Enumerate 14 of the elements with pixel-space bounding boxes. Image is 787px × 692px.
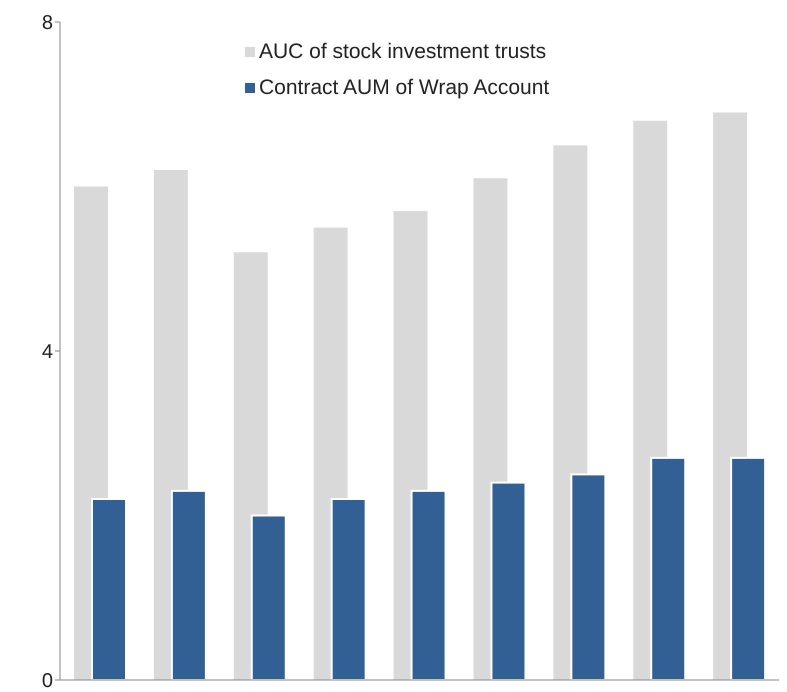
y-tick-label: 0 <box>42 670 53 692</box>
bar <box>490 482 526 680</box>
bar <box>91 498 127 680</box>
bar <box>250 514 287 680</box>
legend-label: AUC of stock investment trusts <box>259 40 546 64</box>
y-tick-label: 8 <box>42 12 53 34</box>
y-tick-label: 4 <box>42 341 53 364</box>
bar <box>730 456 766 680</box>
bar <box>410 490 447 680</box>
bar <box>330 498 367 680</box>
bar <box>570 473 606 680</box>
bar <box>170 490 207 680</box>
bar <box>650 456 686 680</box>
legend-label: Contract AUM of Wrap Account <box>259 76 550 100</box>
